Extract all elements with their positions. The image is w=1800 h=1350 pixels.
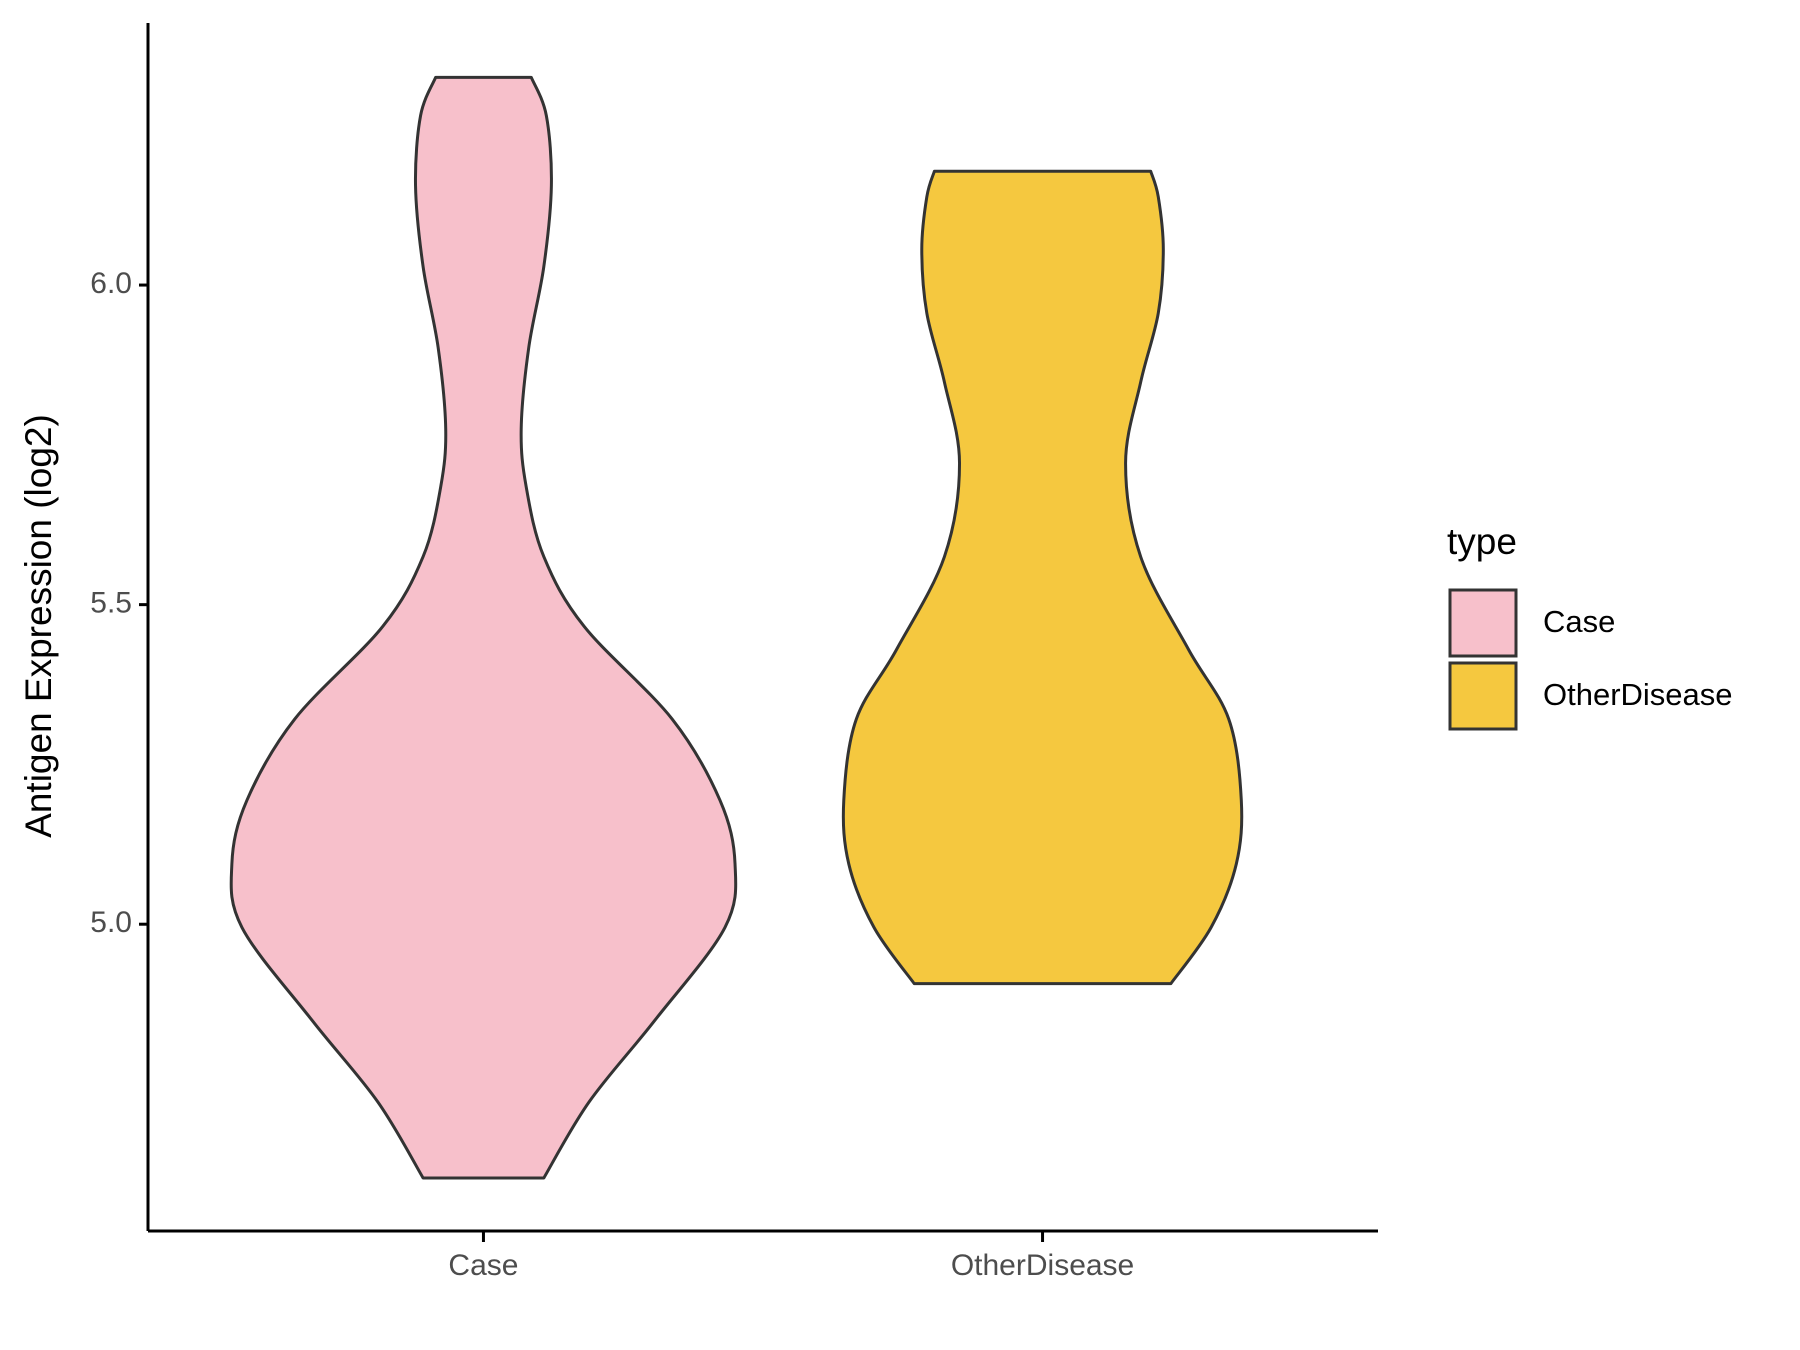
legend-key — [1448, 588, 1518, 658]
y-tick-label: 5.0 — [90, 906, 132, 939]
legend-title: type — [1447, 521, 1517, 562]
x-tick-label: Case — [448, 1249, 518, 1282]
legend-key — [1448, 661, 1518, 731]
violin — [229, 75, 738, 1180]
legend-label: OtherDisease — [1543, 677, 1733, 712]
y-axis-title: Antigen Expression (log2) — [18, 414, 59, 838]
y-tick-label: 5.5 — [90, 587, 132, 620]
violin — [841, 169, 1244, 986]
x-tick-label: OtherDisease — [951, 1249, 1134, 1282]
legend-label: Case — [1543, 604, 1615, 639]
y-tick-label: 6.0 — [90, 267, 132, 300]
